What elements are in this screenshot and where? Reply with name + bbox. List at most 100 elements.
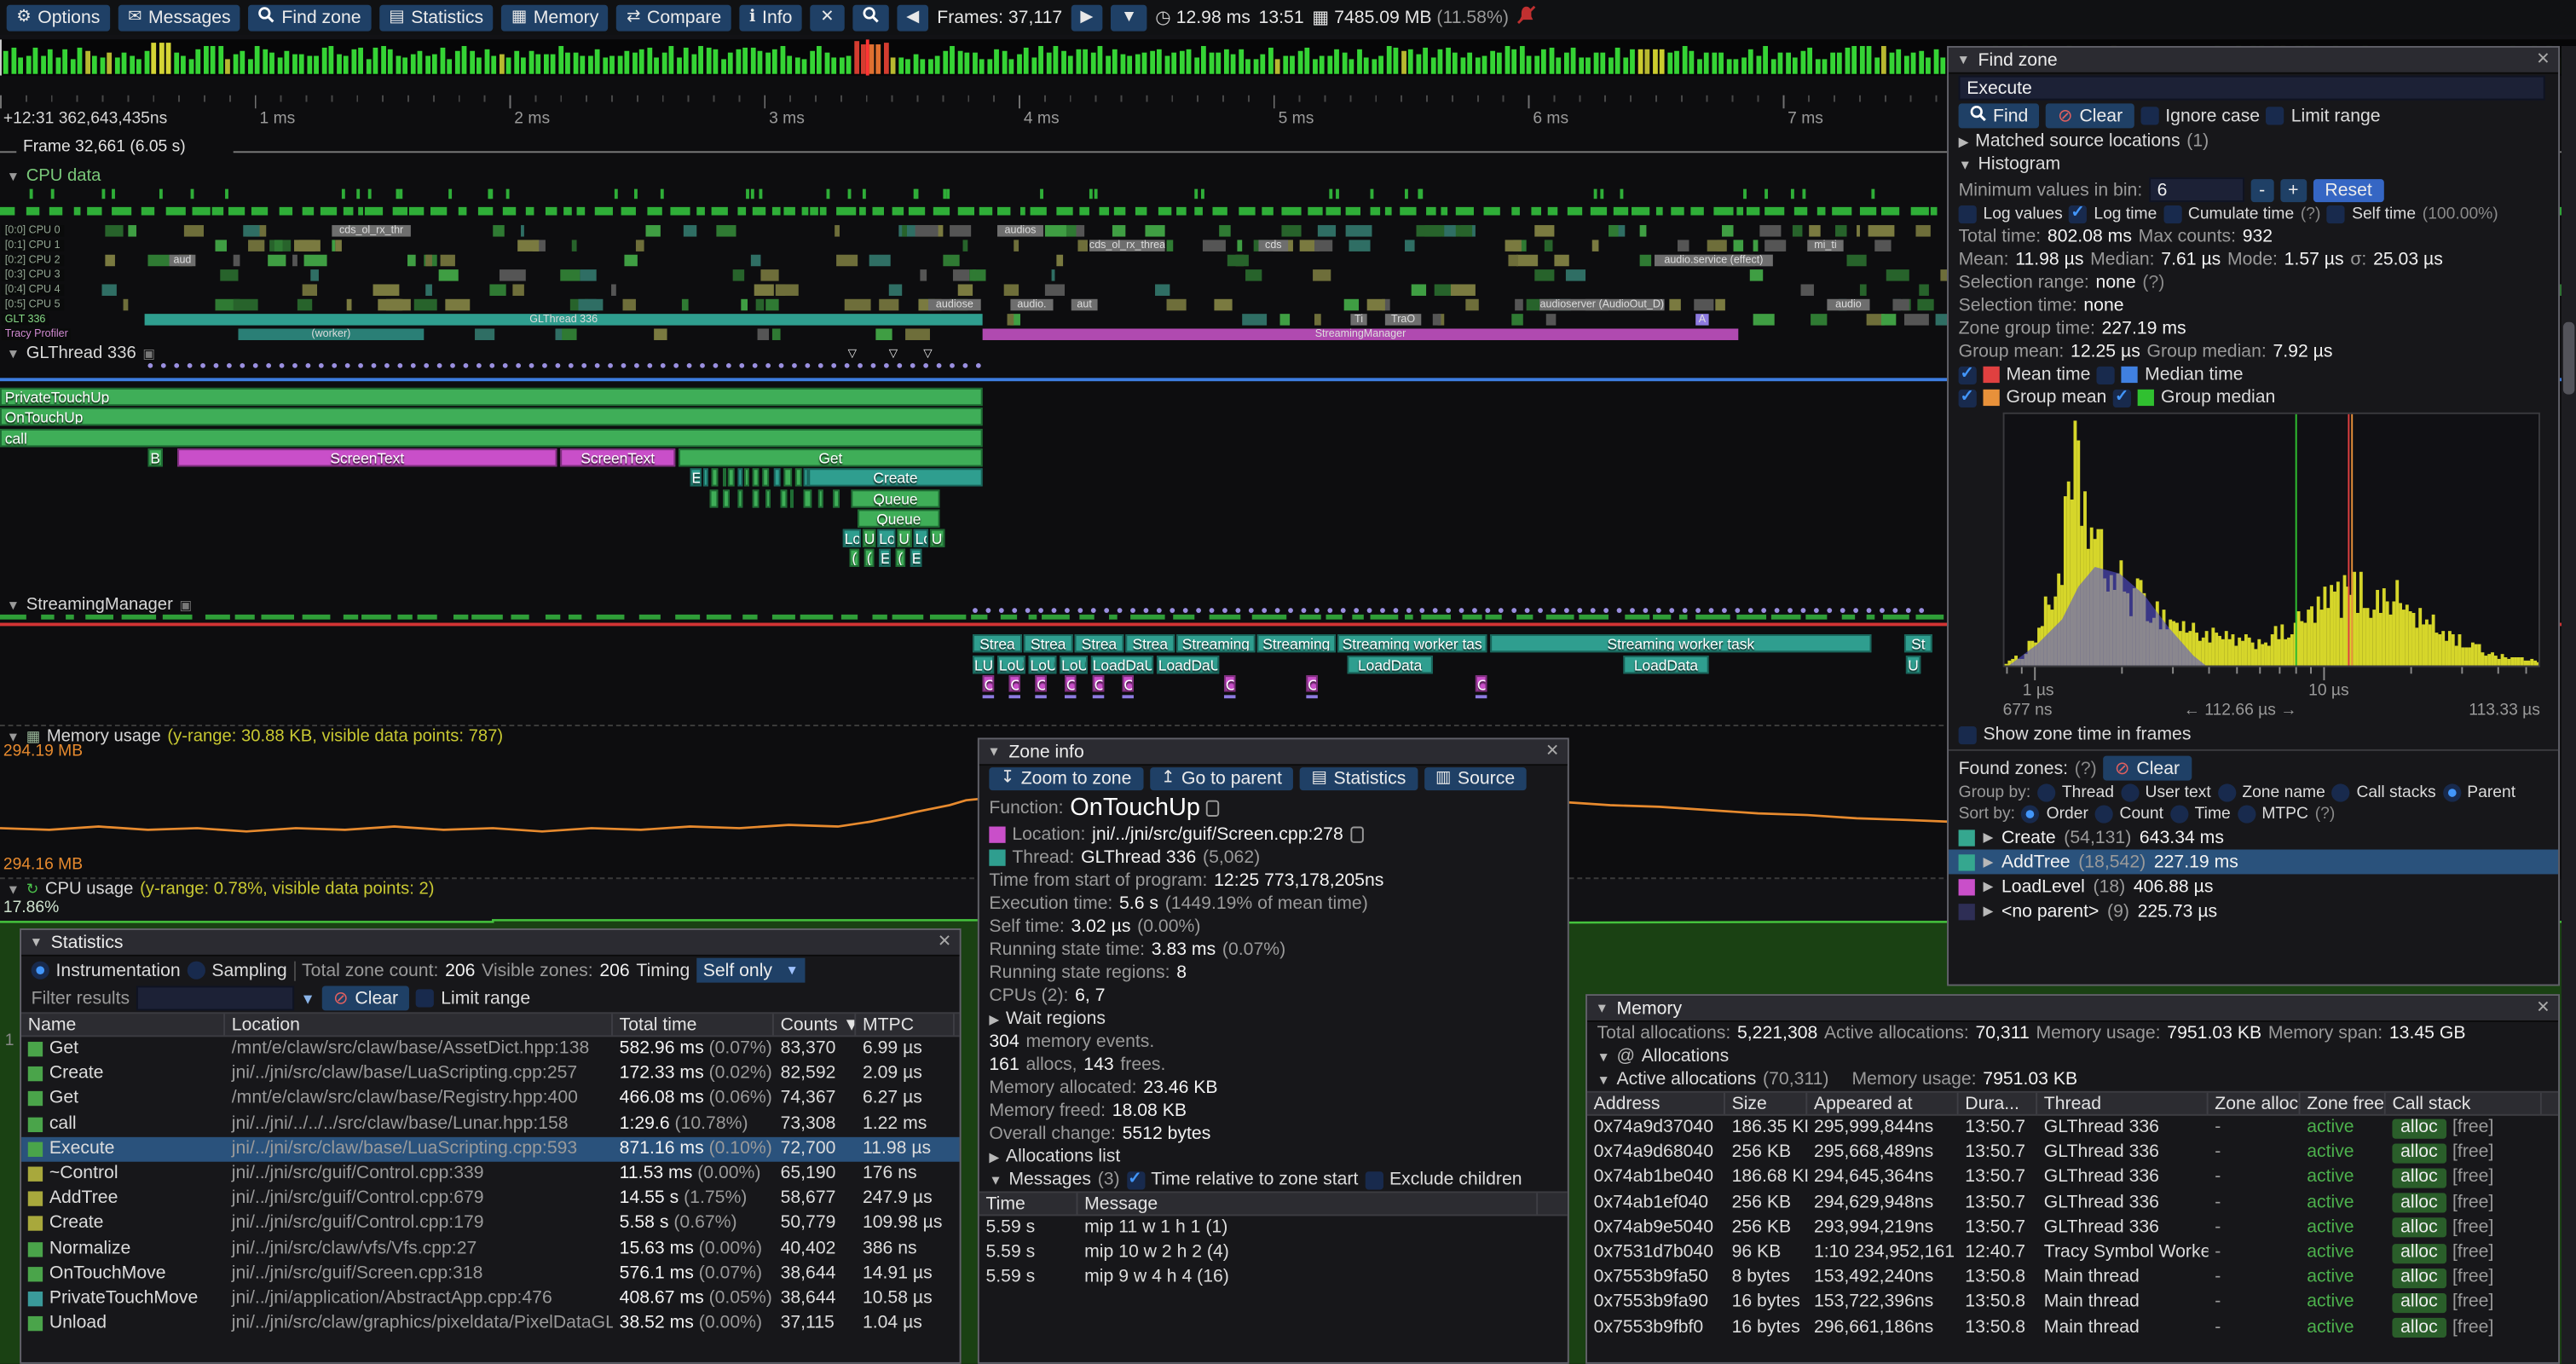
timeline-zone[interactable]: Get — [679, 448, 983, 467]
limit-range-checkbox[interactable] — [2266, 107, 2285, 125]
allocation-row[interactable]: 0x7553b9fbf0 16 bytes 296,661,186ns 13:50.8… — [1587, 1315, 2558, 1340]
table-row[interactable]: AddTree jni/../jni/src/guif/Control.cpp:6… — [21, 1187, 960, 1211]
sampling-radio[interactable] — [187, 961, 205, 980]
alloc-callstack-button[interactable]: alloc — [2392, 1142, 2446, 1164]
timeline-zone[interactable]: Strea — [1023, 634, 1073, 653]
section-header-cpu-usage[interactable]: ▼ ↻ CPU usage (y-range: 0.78%, visible data… — [7, 879, 435, 899]
timeline-zone[interactable]: Queue — [858, 509, 940, 528]
column-header-zone-alloc[interactable]: Zone alloc — [2209, 1092, 2301, 1114]
mean-time-checkbox[interactable] — [1958, 364, 1977, 384]
sort-by-radio-time[interactable] — [2169, 805, 2188, 824]
timeline-zone[interactable]: Loi — [877, 529, 896, 548]
allocation-row[interactable]: 0x7531d7b040 96 KB 1:10 234,952,161 12:40.7… — [1587, 1240, 2558, 1265]
alloc-callstack-button[interactable]: alloc — [2392, 1167, 2446, 1188]
timeline-zone[interactable]: St — [1903, 634, 1932, 653]
cpu-zone[interactable]: A — [1695, 314, 1709, 326]
timeline-zone[interactable]: Streaming worker tas — [1337, 634, 1487, 653]
timeline-zone[interactable]: Streaming worker task — [1490, 634, 1872, 653]
cpu-zone[interactable]: Ti — [1350, 314, 1367, 326]
timeline-zone[interactable]: LU — [973, 656, 995, 674]
timeline-zone[interactable]: U — [862, 529, 876, 548]
group-mean-checkbox[interactable] — [1958, 387, 1977, 407]
instrumentation-radio[interactable] — [31, 961, 49, 980]
timeline-zone[interactable]: C — [1035, 675, 1047, 692]
messages-expander-icon[interactable]: ▼ — [989, 1172, 1002, 1188]
close-icon[interactable]: ✕ — [2536, 50, 2550, 69]
cpu-zone[interactable]: audio. — [1010, 298, 1054, 311]
message-row[interactable]: 5.59 s mip 10 w 2 h 2 (4) — [979, 1241, 1568, 1266]
timeline-zone[interactable]: Up — [929, 529, 945, 548]
found-zone-group[interactable]: ▶ LoadLevel (18) 406.88 µs — [1949, 874, 2558, 899]
cpu-zone[interactable]: aut — [1071, 298, 1098, 311]
next-frame-button[interactable]: ▶ — [1070, 3, 1103, 31]
allocation-row[interactable]: 0x74ab9e5040 256 KB 293,994,219ns 13:50.7 GL… — [1587, 1216, 2558, 1240]
scrollbar-thumb[interactable] — [2562, 321, 2575, 395]
alloc-callstack-button[interactable]: alloc — [2392, 1317, 2446, 1338]
timeline-zone[interactable]: ( — [895, 549, 906, 568]
self-time-checkbox[interactable] — [2327, 205, 2346, 224]
copy-icon[interactable] — [1206, 799, 1221, 817]
log-values-checkbox[interactable] — [1958, 205, 1977, 224]
cpu-zone[interactable]: audiose — [928, 298, 981, 311]
timeline-zone[interactable]: ( — [863, 549, 875, 568]
cpu-zone[interactable]: aud — [169, 254, 196, 267]
toolbar-button-memory[interactable]: ▦ Memory — [501, 3, 609, 31]
timeline-zone[interactable]: C — [1092, 675, 1105, 692]
alloc-callstack-button[interactable]: alloc — [2392, 1118, 2446, 1138]
min-bin-decrease-button[interactable]: - — [2250, 178, 2273, 202]
column-header-dura-[interactable]: Dura... — [1959, 1092, 2038, 1114]
zone-info-button-source[interactable]: ▥ Source — [1424, 767, 1527, 791]
timeline-zone[interactable]: Streaming — [1176, 634, 1256, 653]
timeline-zone[interactable]: Strea — [1074, 634, 1124, 653]
timeline-zone[interactable]: C — [1475, 675, 1487, 692]
tools-button[interactable]: ✕ — [810, 3, 844, 31]
clear-button[interactable]: ⊘ Clear — [2046, 103, 2134, 129]
timeline-zone[interactable]: LoU — [996, 656, 1025, 674]
collapse-icon[interactable]: ▼ — [987, 744, 1001, 760]
clear-filter-button[interactable]: ⊘ Clear — [321, 985, 410, 1011]
alloc-callstack-button[interactable]: alloc — [2392, 1217, 2446, 1239]
timeline-zone[interactable]: LoadData — [1347, 656, 1433, 674]
table-row[interactable]: PrivateTouchMove jni/../jni/application/A… — [21, 1286, 960, 1311]
timeline-zone[interactable]: E — [910, 549, 922, 568]
timeline-zone[interactable]: C — [1223, 675, 1236, 692]
zone-info-titlebar[interactable]: ▼ Zone info ✕ — [979, 739, 1568, 766]
zone-info-button-statistics[interactable]: ▤ Statistics — [1300, 767, 1418, 791]
cpu-zone[interactable]: (worker) — [238, 328, 425, 340]
limit-range-checkbox[interactable] — [416, 989, 435, 1008]
find-button[interactable]: Find — [1958, 103, 2040, 129]
timeline-zone[interactable]: Strea — [1125, 634, 1175, 653]
allocations-list-expander[interactable]: ▶ Allocations list — [989, 1147, 1121, 1167]
column-header-total-time[interactable]: Total time — [613, 1014, 774, 1036]
toolbar-button-messages[interactable]: ✉ Messages — [118, 3, 241, 31]
zone-info-button-go-to-parent[interactable]: ↥ Go to parent — [1149, 767, 1294, 791]
cpu-zone[interactable]: StreamingManager — [982, 328, 1739, 340]
table-row[interactable]: Get/mnt/e/claw/src/claw/base/AssetDict.h… — [21, 1037, 960, 1061]
timeline-zone[interactable]: Up — [897, 529, 912, 548]
toolbar-button-options[interactable]: ⚙ Options — [6, 3, 110, 31]
timeline-zone[interactable]: U — [1905, 656, 1921, 674]
timeline-zone[interactable]: C — [1008, 675, 1020, 692]
show-zone-time-checkbox[interactable] — [1958, 725, 1977, 744]
histogram-plot[interactable] — [2002, 412, 2540, 668]
reset-button[interactable]: Reset — [2313, 178, 2384, 202]
toolbar-button-find-zone[interactable]: Find zone — [248, 3, 372, 31]
timeline-zone[interactable]: OnTouchUp — [0, 407, 983, 426]
alloc-callstack-button[interactable]: alloc — [2392, 1268, 2446, 1288]
wait-regions-expander[interactable]: ▶ Wait regions — [989, 1009, 1106, 1029]
group-median-checkbox[interactable] — [2113, 387, 2132, 407]
toolbar-button-info[interactable]: ℹ Info — [739, 3, 803, 31]
active-allocations-expander[interactable]: ▼ Active allocations (70,311) Memory usa… — [1597, 1069, 2078, 1089]
log-time-checkbox[interactable] — [2069, 204, 2088, 224]
cpu-zone[interactable]: cds_ol_rx_thr — [332, 225, 411, 237]
collapse-icon[interactable]: ▼ — [29, 934, 43, 951]
toolbar-button-statistics[interactable]: ▤ Statistics — [378, 3, 494, 31]
timeline-zone[interactable]: LoadDaU — [1156, 656, 1220, 674]
table-row[interactable]: Get/mnt/e/claw/src/claw/base/Registry.hp… — [21, 1087, 960, 1112]
message-row[interactable]: 5.59 s mip 9 w 4 h 4 (16) — [979, 1266, 1568, 1291]
timeline-zone[interactable]: Queue — [851, 488, 940, 507]
message-row[interactable]: 5.59 s mip 11 w 1 h 1 (1) — [979, 1216, 1568, 1240]
timeline-zone[interactable]: Lo — [913, 529, 929, 548]
